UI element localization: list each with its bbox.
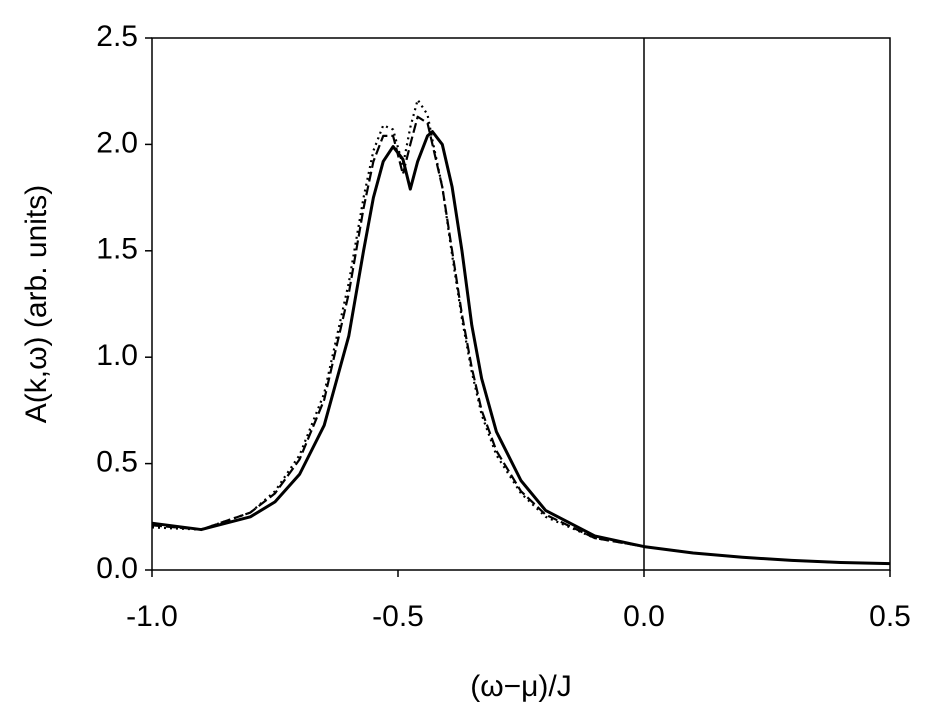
x-axis-label: (ω−μ)/J bbox=[470, 670, 572, 703]
y-tick-label: 1.5 bbox=[96, 233, 138, 266]
y-tick-label: 0.5 bbox=[96, 446, 138, 479]
y-tick-label: 2.0 bbox=[96, 126, 138, 159]
x-tick-label: 0.0 bbox=[623, 600, 665, 633]
y-tick-label: 1.0 bbox=[96, 339, 138, 372]
x-tick-label: -0.5 bbox=[372, 600, 424, 633]
x-tick-label: 0.5 bbox=[869, 600, 911, 633]
x-tick-label: -1.0 bbox=[126, 600, 178, 633]
y-axis-label: A(k,ω) (arb. units) bbox=[20, 185, 53, 423]
series-line bbox=[151, 130, 891, 566]
series-line bbox=[151, 98, 891, 565]
y-tick-label: 2.5 bbox=[96, 20, 138, 53]
y-tick-label: 0.0 bbox=[96, 552, 138, 585]
series-line bbox=[151, 115, 891, 565]
plot-frame bbox=[151, 37, 891, 571]
